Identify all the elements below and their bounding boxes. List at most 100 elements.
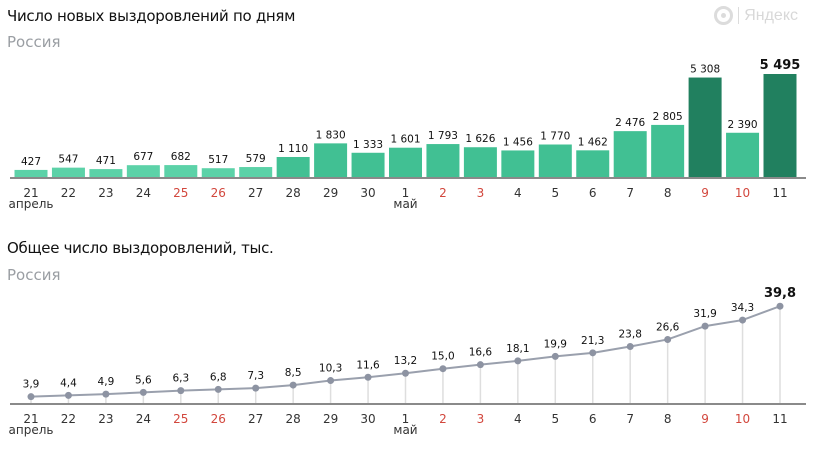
bar-value-label: 682 <box>171 151 191 163</box>
bar-chart-x-tick-label: 2 <box>439 186 447 200</box>
point-value-label: 5,6 <box>135 374 152 386</box>
data-point <box>289 381 297 389</box>
point-value-label: 10,3 <box>319 363 342 375</box>
bar <box>239 167 273 178</box>
point-value-label: 6,3 <box>172 373 189 385</box>
bar-value-label: 1 626 <box>465 133 495 145</box>
bar-chart-x-tick-label: 7 <box>626 186 634 200</box>
bar <box>463 147 497 178</box>
data-point <box>327 377 335 385</box>
line-chart-x-tick-label: 9 <box>701 412 709 426</box>
bar <box>351 152 385 178</box>
bar-value-label: 1 793 <box>428 130 458 142</box>
point-value-label: 11,6 <box>356 359 380 371</box>
bar-value-label: 2 390 <box>728 119 758 131</box>
bar-value-label: 677 <box>133 151 153 163</box>
logo-text: Яндекс <box>744 6 798 24</box>
yandex-logo: Яндекс <box>714 6 798 25</box>
line-chart-x-tick-label: 5 <box>551 412 559 426</box>
bar <box>89 169 123 178</box>
bar <box>651 124 685 178</box>
data-point <box>402 369 409 377</box>
line-chart-subtitle: Россия <box>7 266 61 284</box>
bar-chart-x-tick-label: 5 <box>551 186 559 200</box>
bar-chart-x-tick-label: 8 <box>664 186 672 200</box>
data-point <box>252 384 260 392</box>
bar <box>201 168 235 178</box>
bar-chart-x-tick-label: 28 <box>286 186 301 200</box>
line-chart-x-tick-label: 21 <box>23 412 38 426</box>
point-value-label: 21,3 <box>581 335 604 347</box>
bar <box>426 144 460 178</box>
bar <box>501 150 535 178</box>
bar <box>763 74 797 178</box>
data-point <box>626 343 634 351</box>
line-chart-x-tick-label: 24 <box>136 412 151 426</box>
bar-value-label: 427 <box>21 156 41 168</box>
line-chart-month-label: май <box>393 423 417 437</box>
point-value-label: 4,4 <box>60 377 77 389</box>
bar-value-label: 547 <box>58 154 78 166</box>
line-chart-x-tick-label: 7 <box>626 412 634 426</box>
data-point <box>476 361 484 369</box>
line-chart-x-tick-label: 3 <box>477 412 485 426</box>
point-value-label: 4,9 <box>98 376 115 388</box>
line-chart-x-tick-label: 23 <box>98 412 113 426</box>
data-point <box>64 391 72 399</box>
bar <box>14 169 48 178</box>
bar <box>51 167 85 178</box>
bar-chart-month-label: май <box>393 197 417 211</box>
point-value-label: 39,8 <box>764 286 796 301</box>
bar <box>613 131 647 178</box>
line-chart-x-tick-label: 25 <box>173 412 188 426</box>
data-point <box>551 352 559 360</box>
line-chart-x-tick-label: 26 <box>211 412 226 426</box>
data-point <box>664 335 672 343</box>
bar-chart-x-tick-label: 10 <box>735 186 750 200</box>
line-chart-x-tick-label: 28 <box>286 412 301 426</box>
bar-chart-x-tick-label: 23 <box>98 186 113 200</box>
point-value-label: 7,3 <box>247 370 264 382</box>
bar-chart-x-tick-label: 3 <box>477 186 485 200</box>
bar-chart-x-tick-label: 4 <box>514 186 522 200</box>
line-chart-month-label: апрель <box>9 423 54 437</box>
bar <box>389 147 422 178</box>
bar-chart-x-tick-label: 29 <box>323 186 338 200</box>
line-chart-title: Общее число выздоровлений, тыс. <box>7 239 274 257</box>
point-value-label: 23,8 <box>619 329 642 341</box>
point-value-label: 8,5 <box>285 367 302 379</box>
point-value-label: 26,6 <box>656 321 680 333</box>
line-chart-x-tick-label: 30 <box>360 412 375 426</box>
point-value-label: 3,9 <box>23 379 40 391</box>
bar-value-label: 2 805 <box>653 111 683 123</box>
data-point <box>701 322 709 330</box>
line-chart-x-tick-label: 6 <box>589 412 597 426</box>
data-point <box>739 316 747 324</box>
bar <box>538 144 572 178</box>
line-chart-x-tick-label: 10 <box>735 412 750 426</box>
bar-value-label: 1 462 <box>578 136 608 148</box>
data-point <box>139 388 147 396</box>
line-chart-x-tick-label: 4 <box>514 412 522 426</box>
point-value-label: 13,2 <box>394 355 417 367</box>
bar-value-label: 579 <box>246 153 266 165</box>
bar-chart-x-tick-label: 21 <box>23 186 38 200</box>
bar-value-label: 471 <box>96 155 116 167</box>
bar-chart-x-tick-label: 11 <box>772 186 787 200</box>
yandex-ring-icon <box>714 6 734 25</box>
bar <box>688 77 722 178</box>
bar <box>726 132 760 178</box>
bar <box>576 150 610 178</box>
data-point <box>514 357 522 365</box>
logo-separator <box>738 7 740 24</box>
bar-value-label: 1 830 <box>316 129 346 141</box>
bar-value-label: 5 495 <box>760 58 801 73</box>
data-point <box>177 387 185 395</box>
point-value-label: 16,6 <box>469 347 493 359</box>
bar-chart-x-tick-label: 22 <box>61 186 76 200</box>
point-value-label: 19,9 <box>544 338 567 350</box>
bar-chart-title: Число новых выздоровлений по дням <box>7 7 296 25</box>
bar-chart-x-tick-label: 30 <box>360 186 375 200</box>
point-value-label: 18,1 <box>506 343 529 355</box>
